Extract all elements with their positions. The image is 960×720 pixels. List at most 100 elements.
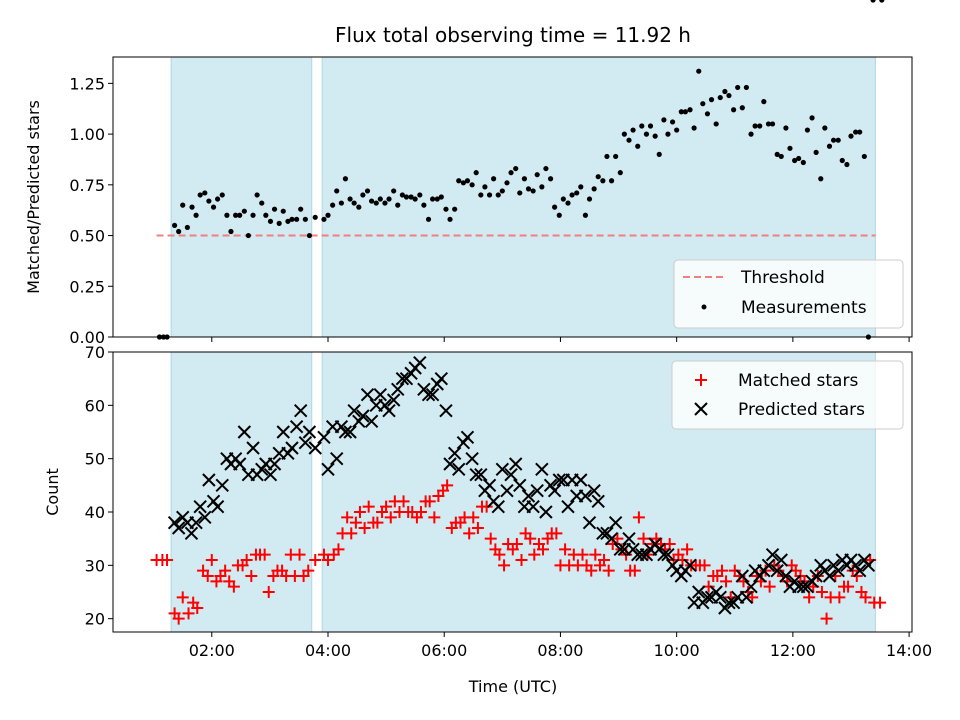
measurement-point — [530, 188, 536, 194]
measurement-point — [399, 192, 405, 198]
predicted-star-point — [526, 499, 540, 514]
measurement-point — [656, 151, 662, 157]
predicted-star-point — [421, 387, 436, 402]
predicted-star-point — [189, 515, 203, 530]
measurement-point — [761, 99, 767, 105]
matched-star-point — [332, 543, 345, 556]
predicted-star-point — [722, 595, 736, 610]
matched-star-point — [850, 570, 863, 582]
predicted-star-point — [439, 403, 453, 418]
measurement-point — [704, 111, 711, 117]
top-y-ticks: 0.00 0.25 0.50 0.75 1.00 1.25 — [69, 74, 113, 347]
predicted-star-point — [413, 355, 427, 370]
measurement-point — [403, 194, 410, 200]
bottom-y-ticks: 20 30 40 50 60 70 — [85, 343, 113, 629]
measurement-point — [245, 232, 251, 239]
predicted-star-point — [171, 521, 186, 535]
predicted-star-point — [739, 590, 754, 605]
measurement-point — [289, 216, 295, 222]
measurement-point — [534, 172, 540, 178]
measurement-point — [334, 188, 340, 194]
measurement-point — [578, 184, 584, 190]
measurement-point — [857, 129, 863, 135]
measurement-point — [408, 194, 414, 200]
predicted-star-point — [774, 553, 788, 567]
measurement-point — [330, 202, 336, 208]
measurement-point — [665, 131, 671, 137]
matched-legend-swatch — [695, 374, 707, 386]
predicted-star-point — [263, 467, 278, 482]
measurement-point — [591, 186, 597, 192]
measurement-point — [617, 170, 623, 176]
measurement-point — [412, 196, 418, 202]
measurement-point — [870, 0, 876, 3]
y-tick-label: 50 — [85, 450, 105, 469]
predicted-star-point — [308, 441, 322, 455]
predicted-star-point — [302, 425, 317, 439]
matched-star-point — [441, 479, 454, 492]
predicted-star-point — [474, 467, 488, 482]
measurement-point — [478, 192, 484, 198]
matched-star-point — [414, 506, 427, 518]
measurement-point — [171, 222, 178, 229]
top-axes: 0.00 0.25 0.50 0.75 1.00 1.25 Matched/Predict… — [24, 0, 913, 347]
matched-star-point — [471, 522, 484, 534]
predicted-star-point — [700, 590, 715, 605]
y-tick-label: 0.25 — [69, 277, 105, 296]
predicted-star-point — [604, 531, 619, 546]
measurement-point — [351, 200, 357, 206]
measurement-point — [491, 176, 497, 182]
predicted-star-point — [382, 403, 396, 418]
measurement-point — [460, 180, 466, 186]
measurement-point — [687, 107, 693, 113]
measurement-point — [560, 196, 566, 202]
measurement-point — [800, 159, 806, 166]
measurement-point — [809, 115, 815, 121]
matched-star-point — [833, 591, 846, 604]
predicted-star-point — [343, 425, 357, 439]
y-tick-label: 1.00 — [69, 125, 105, 144]
measurement-point — [347, 196, 353, 202]
matched-star-point — [182, 607, 195, 620]
measurement-point — [197, 192, 203, 198]
shaded-interval-0 — [170, 351, 313, 633]
measurement-point — [447, 216, 453, 222]
bottom-axes: 20 30 40 50 60 70 02:00 04:00 06:00 08:00 10:00 12… — [43, 343, 932, 696]
predicted-star-point — [469, 467, 483, 482]
matched-star-point — [484, 532, 497, 545]
measurement-point — [778, 153, 784, 160]
bottom-x-ticks: 02:00 04:00 06:00 08:00 10:00 12:00 14:00 — [189, 632, 932, 660]
predicted-star-point — [202, 473, 216, 487]
predicted-star-point — [765, 547, 780, 562]
matched-star-point — [201, 570, 214, 582]
matched-star-point — [245, 570, 258, 582]
measurement-point — [452, 206, 458, 212]
measurement-point — [338, 200, 344, 206]
predicted-star-point — [779, 569, 793, 583]
measurement-point — [726, 92, 732, 99]
predicted-star-point — [210, 499, 225, 514]
measurement-point — [298, 206, 304, 212]
x-tick-label: 08:00 — [537, 641, 583, 660]
measurement-point — [219, 192, 225, 198]
y-tick-label: 30 — [85, 556, 105, 575]
measurement-point — [302, 216, 308, 222]
measurement-point — [294, 216, 300, 222]
measurement-point — [792, 157, 798, 164]
predicted-star-point — [317, 430, 331, 445]
y-tick-label: 70 — [85, 343, 105, 362]
predicted-star-point — [267, 457, 282, 471]
predicted-star-point — [661, 547, 675, 562]
predicted-star-point — [861, 558, 876, 573]
predicted-star-point — [465, 451, 479, 466]
measurement-point — [630, 127, 636, 133]
measurement-point — [267, 218, 274, 224]
predicted-star-point — [530, 483, 544, 498]
measurement-point — [443, 206, 449, 212]
x-tick-label: 02:00 — [189, 641, 235, 660]
measurement-point — [382, 200, 388, 206]
matched-star-point — [262, 586, 275, 598]
predicted-star-point — [321, 462, 335, 477]
predicted-star-point — [809, 569, 823, 583]
measurement-point — [495, 192, 501, 198]
